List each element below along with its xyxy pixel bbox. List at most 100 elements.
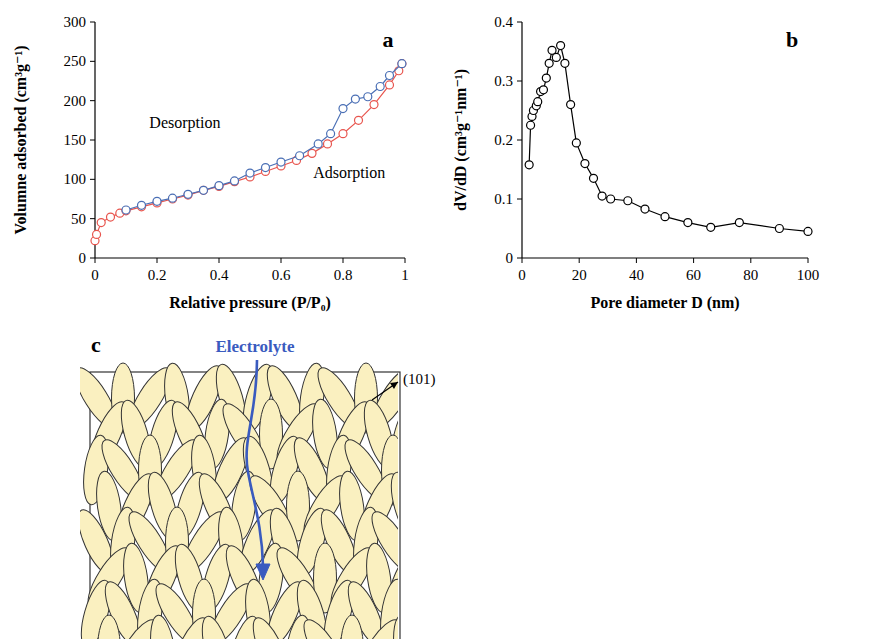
panel-letter: a	[383, 27, 394, 52]
particle	[98, 615, 121, 639]
x-axis	[522, 257, 808, 258]
data-point	[534, 98, 542, 106]
y-tick	[90, 22, 95, 23]
series-line	[95, 64, 402, 241]
y-tick	[517, 22, 522, 23]
data-point	[735, 219, 743, 227]
data-point	[398, 60, 406, 68]
electrolyte-arrow	[247, 360, 263, 566]
data-point	[607, 195, 615, 203]
particle	[147, 614, 180, 639]
x-tick	[750, 258, 751, 263]
data-point	[707, 223, 715, 231]
x-tick	[405, 258, 406, 263]
panel-letter: b	[786, 27, 798, 52]
y-tick-label: 0.2	[494, 132, 513, 148]
data-point	[314, 140, 322, 148]
x-tick-label: 0	[91, 267, 99, 283]
y-axis-title: Volumne adsorbed (cm³g⁻¹)	[12, 45, 30, 234]
x-tick	[693, 258, 694, 263]
y-tick	[90, 61, 95, 62]
data-point	[200, 186, 208, 194]
electrolyte-label: Electrolyte	[216, 337, 295, 356]
data-point	[93, 230, 101, 238]
x-tick-label: 0.4	[210, 267, 229, 283]
y-tick	[90, 218, 95, 219]
x-tick-label: 0.6	[272, 267, 291, 283]
plot-area	[525, 42, 812, 236]
data-point	[324, 140, 332, 148]
arrow-head	[256, 564, 270, 580]
x-tick-label: 100	[797, 267, 820, 283]
data-point	[122, 207, 130, 215]
particle	[351, 614, 398, 639]
data-point	[525, 161, 533, 169]
panel-a: 00.20.40.60.81050100150200250300Relative…	[12, 14, 409, 312]
particle	[390, 614, 398, 639]
data-point	[386, 81, 394, 89]
series-line	[126, 64, 402, 210]
label-patch	[401, 370, 438, 389]
data-point	[376, 83, 384, 91]
x-tick-label: 80	[743, 267, 758, 283]
y-tick-label: 0	[79, 250, 87, 266]
y-tick-label: 0.4	[494, 14, 513, 30]
y-tick-label: 150	[64, 132, 87, 148]
x-tick	[522, 258, 523, 263]
data-point	[590, 174, 598, 182]
y-tick-label: 200	[64, 93, 87, 109]
data-point	[153, 197, 161, 205]
y-tick-label: 50	[71, 211, 86, 227]
data-point	[277, 158, 285, 166]
data-point	[246, 169, 254, 177]
plane-pointer	[372, 382, 398, 400]
data-point	[598, 192, 606, 200]
panel-b: 02040608010000.10.20.30.4Pore diameter D…	[452, 14, 820, 312]
x-tick-label: 40	[629, 267, 644, 283]
data-point	[355, 116, 363, 124]
data-point	[339, 130, 347, 138]
data-point	[184, 190, 192, 198]
x-tick	[281, 258, 282, 263]
data-point	[527, 121, 535, 129]
particles	[80, 362, 398, 639]
data-point	[231, 178, 239, 186]
particle	[246, 613, 295, 639]
data-point	[567, 101, 575, 109]
data-point	[262, 164, 270, 172]
y-tick	[90, 258, 95, 259]
y-tick	[517, 258, 522, 259]
y-tick	[517, 140, 522, 141]
data-point	[545, 59, 553, 67]
y-tick-label: 300	[64, 14, 87, 30]
data-point	[398, 60, 406, 68]
x-tick-label: 60	[686, 267, 701, 283]
data-point	[231, 177, 239, 185]
series-label: Adsorption	[313, 164, 385, 182]
x-tick	[579, 258, 580, 263]
x-tick	[808, 258, 809, 263]
data-point	[122, 206, 130, 214]
y-tick-label: 250	[64, 53, 87, 69]
particle	[341, 615, 364, 639]
data-point	[364, 93, 372, 101]
x-tick	[157, 258, 158, 263]
y-tick	[90, 179, 95, 180]
panel-letter: c	[91, 332, 101, 357]
data-point	[624, 197, 632, 205]
x-axis	[95, 257, 405, 258]
data-point	[775, 225, 783, 233]
data-point	[661, 213, 669, 221]
data-point	[386, 71, 394, 79]
data-point	[539, 86, 547, 94]
x-tick-label: 1	[401, 267, 409, 283]
series-line	[529, 46, 808, 232]
data-point	[557, 42, 565, 50]
data-point	[542, 74, 550, 82]
y-tick-label: 0.1	[494, 191, 513, 207]
y-tick	[90, 140, 95, 141]
data-point	[308, 149, 316, 157]
data-point	[200, 186, 208, 194]
y-tick-label: 0	[506, 250, 514, 266]
data-point	[561, 59, 569, 67]
